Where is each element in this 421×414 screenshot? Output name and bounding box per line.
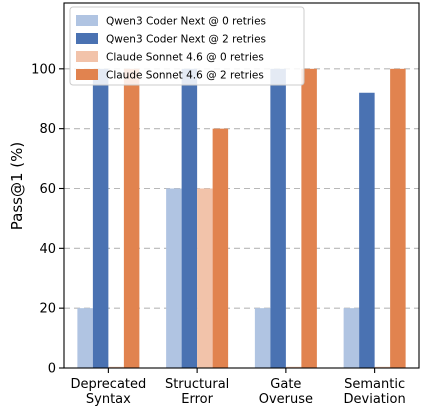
legend-label: Qwen3 Coder Next @ 2 retries xyxy=(106,34,266,46)
y-tick-label: 80 xyxy=(39,122,56,137)
x-tick-label: Gate xyxy=(270,377,301,392)
y-tick-label: 60 xyxy=(39,182,56,197)
legend-swatch xyxy=(76,15,98,26)
bar xyxy=(108,366,124,368)
bar xyxy=(123,68,140,368)
legend-swatch xyxy=(76,69,98,80)
bar xyxy=(285,366,302,368)
x-tick-label: Overuse xyxy=(259,392,313,407)
bar xyxy=(270,68,286,368)
x-tick-label: Deprecated xyxy=(70,377,146,392)
legend-box xyxy=(69,6,305,86)
bars xyxy=(77,68,406,369)
x-tick-label: Error xyxy=(181,392,213,407)
bar xyxy=(166,188,182,368)
bar xyxy=(212,128,229,368)
bar xyxy=(92,68,109,368)
y-tick-label: 0 xyxy=(48,362,56,377)
axes xyxy=(63,2,420,369)
bar xyxy=(254,308,271,368)
y-tick-label: 100 xyxy=(31,62,56,77)
x-tick-label: Deviation xyxy=(344,392,406,407)
y-tick-label: 40 xyxy=(39,242,56,257)
legend-swatch xyxy=(76,51,98,62)
x-tick-label: Structural xyxy=(165,377,229,392)
x-tick-label: Syntax xyxy=(86,392,131,407)
legend-label: Claude Sonnet 4.6 @ 0 retries xyxy=(106,52,264,64)
bar xyxy=(390,68,406,368)
bar xyxy=(197,188,213,368)
bar xyxy=(181,68,198,368)
x-tick-label: Semantic xyxy=(344,377,405,392)
plot-frame xyxy=(63,2,420,369)
bar xyxy=(343,308,360,368)
legend-label: Claude Sonnet 4.6 @ 2 retries xyxy=(106,70,264,82)
bar xyxy=(374,366,391,368)
y-tick-label: 20 xyxy=(39,302,56,317)
y-ticks: 0 20 40 60 80 100 xyxy=(31,62,64,377)
legend-label: Qwen3 Coder Next @ 0 retries xyxy=(106,16,266,28)
bar xyxy=(77,308,93,368)
bar xyxy=(301,68,317,368)
legend: Qwen3 Coder Next @ 0 retries Qwen3 Coder … xyxy=(69,6,305,86)
legend-swatch xyxy=(76,33,98,44)
y-axis-label: Pass@1 (%) xyxy=(8,142,26,230)
bar xyxy=(359,92,375,369)
